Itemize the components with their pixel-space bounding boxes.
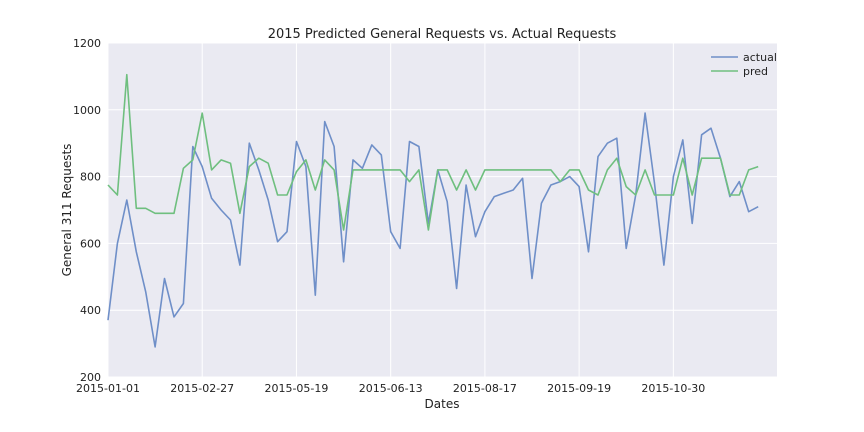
- y-tick-labels: 200 400 600 800 1000 1200: [73, 37, 101, 384]
- x-axis-label: Dates: [425, 397, 460, 411]
- x-tick-label: 2015-08-17: [453, 382, 517, 395]
- x-tick-label: 2015-01-01: [76, 382, 140, 395]
- plot-background: [108, 43, 777, 377]
- x-tick-label: 2015-02-27: [170, 382, 234, 395]
- grid-lines: [107, 42, 777, 378]
- y-tick-label: 1000: [73, 104, 101, 117]
- y-tick-label: 600: [80, 237, 101, 250]
- legend: actual pred: [711, 51, 777, 78]
- x-tick-label: 2015-10-30: [641, 382, 705, 395]
- legend-label-pred: pred: [743, 65, 768, 78]
- x-tick-label: 2015-06-13: [359, 382, 423, 395]
- chart-title: 2015 Predicted General Requests vs. Actu…: [268, 27, 617, 42]
- legend-label-actual: actual: [743, 51, 777, 64]
- y-tick-label: 400: [80, 304, 101, 317]
- series-line-pred: [107, 73, 759, 231]
- y-tick-label: 1200: [73, 37, 101, 50]
- y-tick-label: 800: [80, 171, 101, 184]
- y-axis-label: General 311 Requests: [60, 144, 74, 277]
- x-tick-label: 2015-05-19: [264, 382, 328, 395]
- y-tick-label: 200: [80, 371, 101, 384]
- x-tick-labels: 2015-01-01 2015-02-27 2015-05-19 2015-06-13…: [76, 382, 705, 395]
- x-tick-label: 2015-09-19: [547, 382, 611, 395]
- series-lines: [107, 73, 759, 348]
